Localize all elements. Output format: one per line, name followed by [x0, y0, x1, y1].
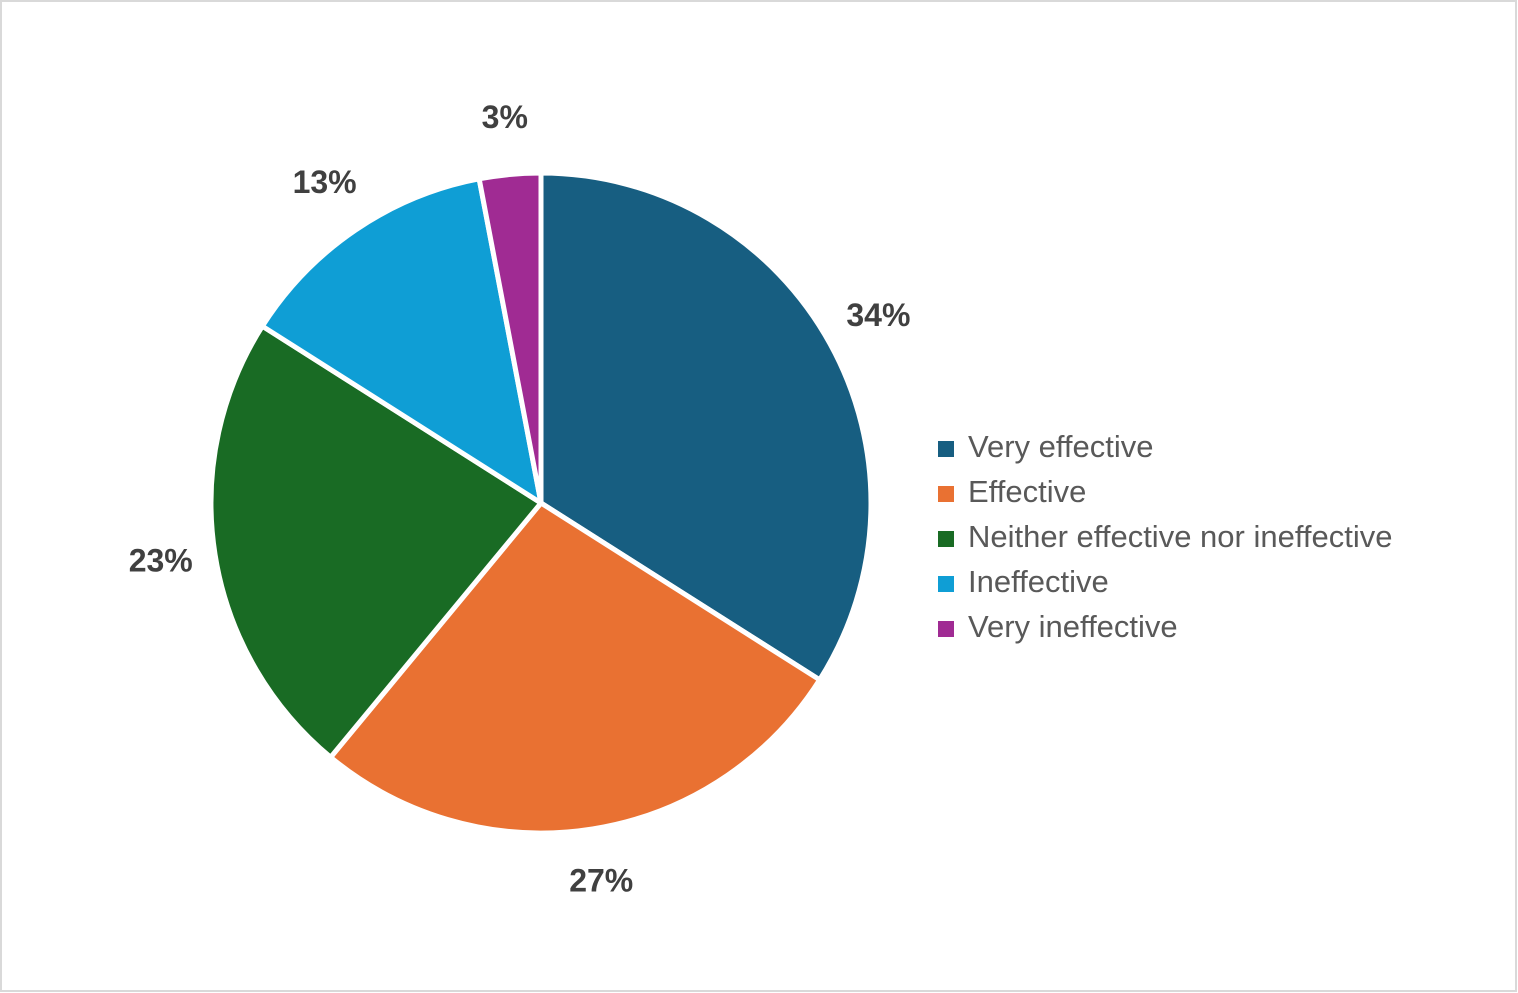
pie-slice [328, 500, 823, 836]
legend-label: Neither effective nor ineffective [968, 519, 1392, 554]
legend-swatch [938, 621, 954, 637]
data-label: 34% [846, 297, 910, 333]
data-label: 13% [293, 164, 357, 200]
legend-swatch [938, 486, 954, 502]
legend-label: Ineffective [968, 564, 1109, 599]
legend-label: Effective [968, 474, 1086, 509]
legend-swatch [938, 576, 954, 592]
data-label: 3% [482, 99, 528, 135]
legend-label: Very effective [968, 429, 1154, 464]
data-label: 23% [129, 543, 193, 579]
legend-swatch [938, 531, 954, 547]
legend-label: Very ineffective [968, 609, 1178, 644]
data-label: 27% [569, 863, 633, 899]
pie-slice [259, 176, 544, 506]
legend-swatch [938, 441, 954, 457]
pie-slice [208, 323, 544, 760]
pie-slice [476, 170, 544, 506]
